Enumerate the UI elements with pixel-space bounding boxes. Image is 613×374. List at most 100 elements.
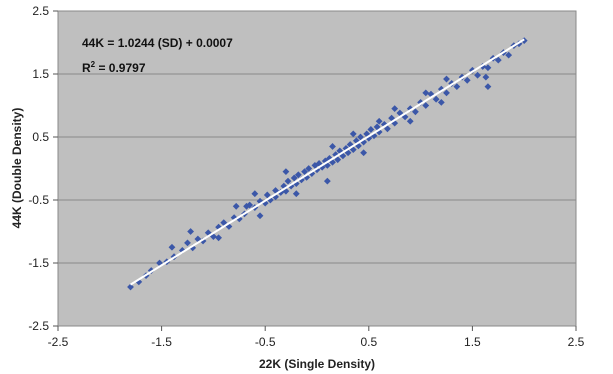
data-point xyxy=(187,228,195,235)
data-point xyxy=(355,142,362,150)
data-point xyxy=(313,166,321,174)
data-point xyxy=(256,212,264,220)
data-point xyxy=(204,229,212,237)
data-point xyxy=(266,196,274,204)
data-point xyxy=(220,219,228,227)
data-point xyxy=(215,234,222,242)
data-point xyxy=(437,85,445,93)
data-point xyxy=(432,95,440,103)
data-point xyxy=(443,89,450,97)
data-point xyxy=(367,126,375,133)
data-point xyxy=(272,187,279,194)
data-point xyxy=(194,235,202,243)
data-point xyxy=(453,83,461,90)
data-point xyxy=(318,163,326,171)
data-point xyxy=(301,168,308,176)
data-point xyxy=(127,283,134,291)
data-point xyxy=(422,89,430,97)
data-point xyxy=(272,193,279,201)
data-point xyxy=(305,165,313,172)
data-point xyxy=(482,73,490,81)
axis-ticks: 2.5 1.5 0.5 -0.5 -1.5 -2.5 -2.5 -1.5 -0.5 0.5 1.5 2… xyxy=(28,4,584,349)
data-point xyxy=(349,130,357,138)
data-point xyxy=(235,215,243,223)
data-point xyxy=(251,190,259,198)
r-squared-value: = 0.9797 xyxy=(95,61,146,75)
data-point xyxy=(360,149,368,157)
data-point xyxy=(406,117,414,125)
r-squared-annotation: R2 = 0.9797 xyxy=(82,60,146,75)
data-point xyxy=(474,71,481,79)
data-point xyxy=(284,177,292,185)
data-point xyxy=(401,113,409,121)
data-point xyxy=(360,138,368,146)
data-point xyxy=(156,259,163,267)
data-point xyxy=(342,144,350,152)
data-point xyxy=(246,201,254,209)
data-point xyxy=(294,171,302,179)
x-tick-label: -0.5 xyxy=(255,335,276,349)
data-point xyxy=(357,133,364,141)
x-tick-label: 1.5 xyxy=(464,335,481,349)
data-point xyxy=(349,146,357,153)
data-point xyxy=(225,223,233,230)
data-point xyxy=(396,109,404,117)
data-point xyxy=(277,189,285,196)
equation-annotation: 44K = 1.0244 (SD) + 0.0007 xyxy=(82,36,233,50)
data-point xyxy=(189,244,197,252)
data-point xyxy=(230,214,238,222)
gridlines xyxy=(58,73,576,264)
data-point xyxy=(384,125,391,133)
data-point xyxy=(323,177,331,185)
data-point xyxy=(184,239,191,247)
x-tick-label: 2.5 xyxy=(568,335,585,349)
data-point xyxy=(178,247,186,254)
data-point xyxy=(308,170,316,177)
data-point xyxy=(391,105,399,113)
data-point xyxy=(329,143,336,150)
data-point xyxy=(494,56,502,64)
data-point xyxy=(256,197,264,205)
data-point xyxy=(375,117,383,125)
y-tick-label: -2.5 xyxy=(28,319,49,333)
y-tick-label: 0.5 xyxy=(32,130,49,144)
y-axis-label: 44K (Double Density) xyxy=(10,108,24,229)
y-tick-label: -1.5 xyxy=(28,256,49,270)
x-axis-label: 22K (Single Density) xyxy=(259,357,375,371)
data-point xyxy=(336,147,344,155)
data-point xyxy=(282,168,290,176)
y-tick-label: 1.5 xyxy=(32,67,49,81)
data-point xyxy=(484,83,492,90)
data-point xyxy=(303,173,311,181)
data-point xyxy=(520,37,528,45)
data-point xyxy=(437,98,445,106)
data-point xyxy=(443,75,450,83)
r-squared-prefix: R xyxy=(82,61,91,75)
x-tick-label: 0.5 xyxy=(360,335,377,349)
data-point xyxy=(326,155,333,162)
data-point xyxy=(370,132,378,140)
trendline xyxy=(129,38,525,286)
data-point xyxy=(484,64,492,72)
data-point xyxy=(243,202,250,210)
r-squared-superscript: 2 xyxy=(91,60,96,69)
data-point xyxy=(199,237,207,245)
x-tick-label: -1.5 xyxy=(151,335,172,349)
data-point xyxy=(290,174,298,182)
y-tick-label: 2.5 xyxy=(32,4,49,18)
data-point xyxy=(463,76,471,84)
data-point xyxy=(373,123,381,131)
data-point xyxy=(232,202,240,210)
data-point xyxy=(334,156,342,164)
x-tick-label: -2.5 xyxy=(48,335,69,349)
data-point xyxy=(215,223,222,231)
data-point xyxy=(412,108,419,116)
y-tick-label: -0.5 xyxy=(28,193,49,207)
data-point xyxy=(168,243,176,251)
data-point xyxy=(422,102,430,109)
data-point xyxy=(505,51,513,59)
data-point xyxy=(263,191,271,199)
data-point xyxy=(292,190,300,198)
